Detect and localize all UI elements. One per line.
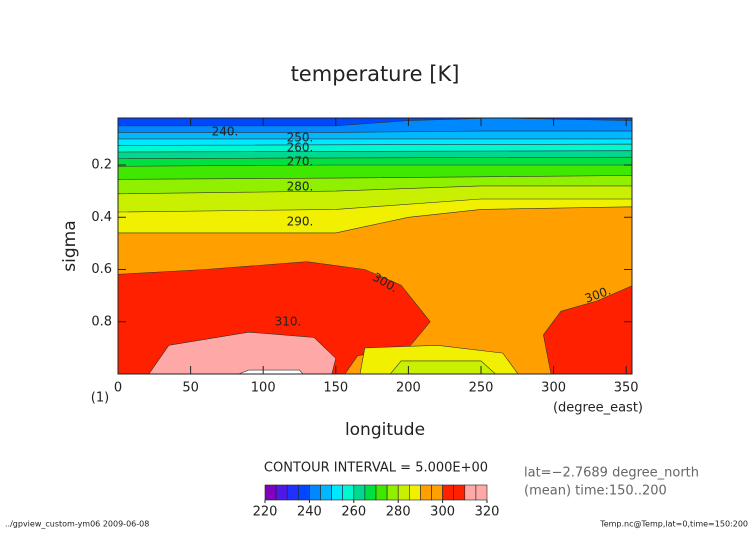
footer: ../gpview_custom-ym06 2009-06-08 xyxy=(5,520,149,529)
colorbar-cell xyxy=(309,484,321,501)
y-axis-unit: (1) xyxy=(91,391,109,406)
colorbar-tick-label: 320 xyxy=(475,505,500,520)
y-tick-label: 0.4 xyxy=(91,210,112,225)
contour-region xyxy=(389,360,496,374)
colorbar-tick-label: 260 xyxy=(341,505,366,520)
contour-region xyxy=(543,285,632,374)
colorbar-cell xyxy=(386,484,399,501)
colorbar-cell xyxy=(475,484,488,501)
contour-label: 280. xyxy=(287,180,314,194)
contour-label: 260. xyxy=(287,141,314,155)
colorbar-cell xyxy=(286,484,299,501)
y-axis-label: sigma xyxy=(60,220,80,271)
colorbar-cell xyxy=(275,484,288,501)
colorbar-cell xyxy=(453,484,466,501)
colorbar-tick-label: 220 xyxy=(253,505,278,520)
x-tick-label: 200 xyxy=(396,381,421,396)
colorbar-cell xyxy=(464,484,477,501)
colorbar-cell xyxy=(331,484,344,501)
x-tick-label: 0 xyxy=(114,381,122,396)
colorbar-cell xyxy=(297,484,310,501)
colorbar-cell xyxy=(408,484,421,501)
contour-label: 290. xyxy=(287,215,314,229)
info-text: lat=−2.7689 degree_north xyxy=(524,466,699,481)
contour-interval: CONTOUR INTERVAL = 5.000E+00 xyxy=(264,461,488,476)
x-axis-label: longitude xyxy=(345,420,425,440)
chart-title: temperature [K] xyxy=(291,62,460,86)
x-tick-label: 350 xyxy=(614,381,639,396)
colorbar-cell xyxy=(364,484,377,501)
colorbar-tick-label: 280 xyxy=(386,505,411,520)
colorbar-cell xyxy=(342,484,355,501)
info-text: (mean) time:150..200 xyxy=(524,484,667,499)
x-tick-label: 300 xyxy=(541,381,566,396)
colorbar-cell xyxy=(375,484,388,501)
colorbar-tick-label: 300 xyxy=(430,505,455,520)
colorbar-cell xyxy=(442,484,455,501)
contour-label: 270. xyxy=(287,155,314,169)
colorbar-cell xyxy=(420,484,432,501)
x-tick-label: 50 xyxy=(182,381,199,396)
colorbar-cell xyxy=(353,484,366,501)
contour-region xyxy=(148,331,337,374)
x-tick-label: 100 xyxy=(251,381,276,396)
contour-label: 250. xyxy=(287,131,314,145)
contour-fill xyxy=(118,118,632,374)
colorbar-cell xyxy=(397,484,410,501)
footer: Temp.nc@Temp,lat=0,time=150:200 xyxy=(599,520,748,529)
contour-label: 240. xyxy=(212,125,239,139)
x-tick-label: 150 xyxy=(323,381,348,396)
contour-region xyxy=(237,369,304,374)
colorbar-cell xyxy=(264,484,277,501)
y-tick-label: 0.2 xyxy=(91,158,112,173)
x-tick-label: 250 xyxy=(469,381,494,396)
colorbar-cell xyxy=(431,484,443,501)
x-axis-unit: (degree_east) xyxy=(553,401,643,416)
y-tick-label: 0.8 xyxy=(91,314,112,329)
colorbar-tick-label: 240 xyxy=(297,505,322,520)
contour-label: 310. xyxy=(275,315,302,329)
y-tick-label: 0.6 xyxy=(91,262,112,277)
colorbar-cell xyxy=(320,484,332,501)
plot-frame xyxy=(117,117,633,375)
